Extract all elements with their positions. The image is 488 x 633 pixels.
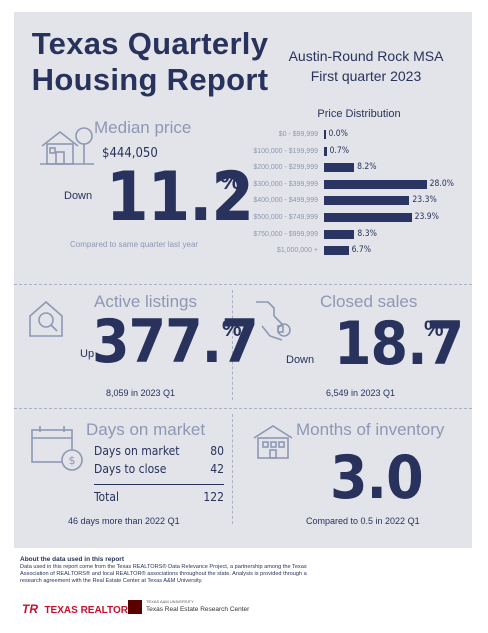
bar-category-label: $1,000,000 +	[276, 247, 318, 255]
about-body: Data used in this report come from the T…	[20, 564, 307, 584]
about-heading: About the data used in this report	[20, 556, 125, 563]
svg-text:$: $	[69, 454, 76, 467]
closed-change: 18.7	[334, 309, 464, 379]
bar-value-label: 23.9%	[414, 212, 439, 222]
months-inventory-title: Months of inventory	[296, 420, 445, 439]
closed-note: 6,549 in 2023 Q1	[326, 388, 396, 398]
period-label: First quarter 2023	[310, 68, 422, 84]
days-note: 46 days more than 2022 Q1	[68, 516, 180, 526]
closed-direction: Down	[286, 354, 315, 366]
bar-category-label: $100,000 - $199,999	[253, 147, 318, 155]
region-period: Austin-Round Rock MSA First quarter 2023	[276, 46, 456, 86]
price-bar	[324, 130, 326, 139]
active-listings-label: Active listings	[94, 292, 197, 311]
report-panel: Texas Quarterly Housing Report Austin-Ro…	[14, 12, 472, 548]
report-title: Texas Quarterly Housing Report	[31, 26, 269, 97]
bar-value-label: 8.3%	[357, 228, 377, 239]
closed-pct-sign: %	[424, 316, 444, 341]
search-house-icon	[26, 296, 74, 342]
price-distribution-chart: $0 - $99,999 0.0% $100,000 - $199,999 0.7% $…	[210, 129, 470, 270]
region-name: Austin-Round Rock MSA	[288, 48, 444, 64]
median-note: Compared to same quarter last year	[70, 240, 199, 249]
bar-category-label: $200,000 - $299,999	[253, 164, 318, 172]
bar-value-label: 8.2%	[357, 162, 377, 173]
active-note: 8,059 in 2023 Q1	[106, 388, 176, 398]
bar-value-label: 6.7%	[351, 245, 371, 256]
texas-realtors-logo: TR TEXAS REALTORS	[22, 602, 135, 616]
price-bar	[324, 179, 427, 189]
bar-category-label: $750,000 - $999,999	[253, 230, 318, 238]
calendar-dollar-icon: $	[28, 422, 86, 472]
bar-value-label: 23.3%	[412, 195, 437, 206]
price-bar	[324, 246, 349, 256]
bar-value-label: 0.0%	[328, 129, 348, 139]
price-distribution-title: Price Distribution	[317, 108, 401, 120]
real-estate-center-logo: TEXAS A&M UNIVERSITY Texas Real Estate R…	[128, 598, 249, 618]
dom-row: Days on market 80	[94, 444, 224, 458]
bar-category-label: $0 - $99,999	[278, 131, 318, 138]
bar-category-label: $300,000 - $399,999	[253, 180, 318, 188]
active-pct-sign: %	[222, 316, 242, 341]
active-change: 377.7	[92, 307, 259, 377]
median-price-value: $444,050	[102, 146, 158, 161]
divider	[232, 414, 233, 524]
bar-category-label: $400,000 - $499,999	[253, 197, 318, 205]
bar-category-label: $500,000 - $749,999	[253, 214, 318, 221]
dom-row: Days to close 42	[94, 462, 224, 476]
median-direction: Down	[64, 190, 93, 202]
months-note: Compared to 0.5 in 2022 Q1	[306, 516, 420, 526]
days-table: Days on market 80 Days to close 42 Total 12…	[94, 444, 224, 504]
days-on-market-title: Days on market	[86, 420, 206, 439]
bar-value-label: 28.0%	[429, 178, 454, 189]
bar-value-label: 0.7%	[329, 145, 349, 156]
building-icon	[250, 422, 296, 462]
median-price-label: Median price	[94, 118, 192, 137]
price-bar	[324, 146, 327, 156]
price-bar	[324, 196, 410, 206]
months-inventory-value: 3.0	[330, 443, 424, 513]
divider	[14, 284, 472, 285]
dom-total-row: Total 122	[94, 490, 224, 504]
price-bar	[324, 229, 355, 239]
key-hand-icon	[252, 296, 298, 346]
price-bar	[324, 163, 355, 173]
divider	[232, 290, 233, 400]
house-icon	[38, 122, 96, 170]
price-bar	[324, 213, 412, 222]
median-change: 11.2	[106, 158, 254, 237]
active-direction: Up	[80, 348, 95, 360]
closed-sales-label: Closed sales	[320, 292, 418, 311]
about-data: About the data used in this report Data …	[20, 556, 320, 585]
median-pct-sign: %	[220, 168, 242, 195]
divider	[14, 408, 472, 409]
